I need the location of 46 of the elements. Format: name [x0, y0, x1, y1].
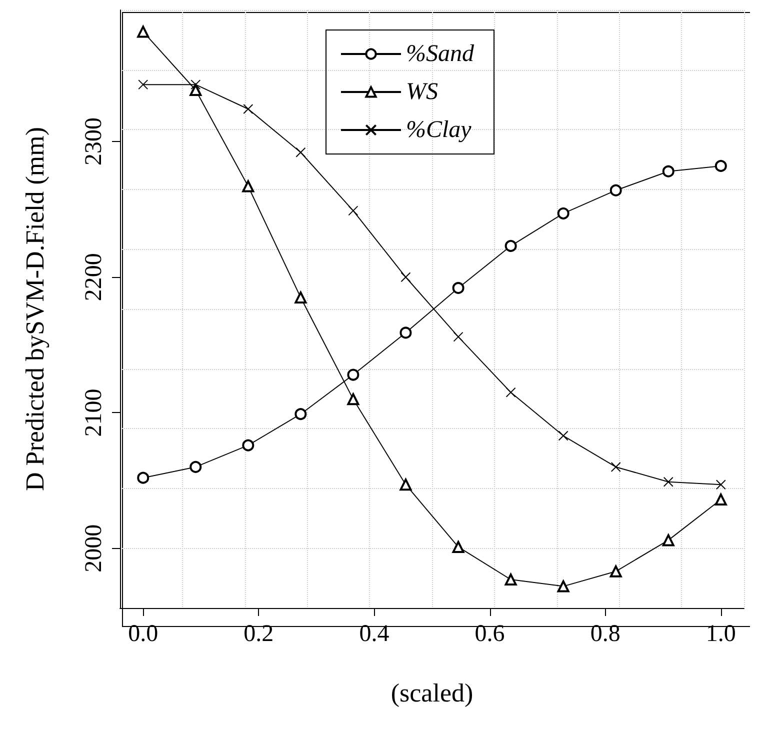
point [452, 282, 464, 294]
x-axis-title: (scaled) [390, 678, 474, 708]
point [400, 272, 411, 282]
point [138, 80, 148, 90]
point [137, 472, 150, 484]
point [716, 480, 726, 490]
point [400, 478, 412, 491]
legend-label: %Sand [406, 41, 475, 67]
point [610, 184, 622, 196]
x-tick-label: 0.4 [359, 621, 390, 647]
point [610, 462, 621, 472]
point [610, 565, 622, 578]
point [242, 180, 254, 192]
legend-label: %Clay [406, 117, 472, 143]
point [506, 387, 516, 398]
point [714, 494, 727, 506]
y-tick-label: 2000 [81, 524, 107, 572]
point [137, 26, 150, 38]
point [190, 84, 202, 96]
point [190, 80, 201, 90]
point [400, 326, 412, 339]
point [347, 393, 360, 406]
point [294, 408, 307, 420]
point [294, 291, 307, 304]
y-tick-label: 2300 [81, 118, 107, 166]
point [714, 160, 727, 172]
point [243, 104, 254, 114]
point [190, 460, 202, 473]
point [453, 332, 464, 342]
point [557, 207, 570, 220]
point [558, 430, 568, 441]
y-tick-label: 2200 [81, 253, 107, 302]
y-tick-label: 2100 [81, 388, 107, 437]
point [662, 165, 674, 178]
legend-label: WS [406, 79, 438, 105]
point [504, 574, 517, 586]
point [557, 580, 570, 592]
point [663, 476, 674, 487]
point [242, 439, 254, 452]
point [296, 147, 306, 158]
point [452, 540, 464, 553]
y-axis-title: D Predicted bySVM-D.Field (mm) [20, 127, 50, 491]
point [662, 534, 674, 546]
point [504, 240, 517, 252]
point [347, 368, 360, 381]
point [348, 206, 358, 216]
